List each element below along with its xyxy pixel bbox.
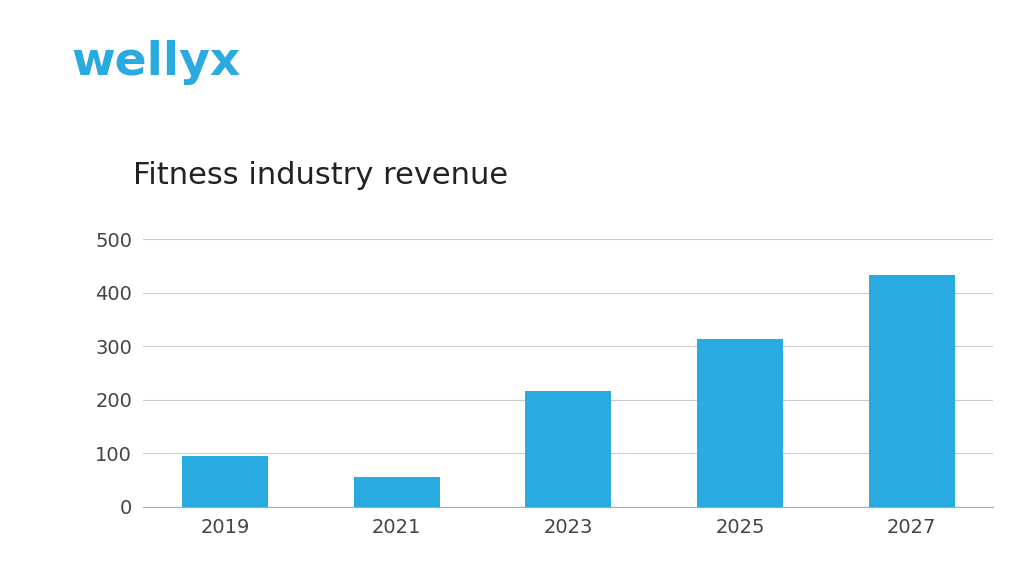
Text: wellyx: wellyx [72, 40, 241, 85]
Text: Fitness industry revenue: Fitness industry revenue [133, 161, 508, 190]
Bar [182, 456, 268, 507]
Bar [525, 391, 611, 507]
Bar [697, 339, 783, 507]
Bar [868, 275, 954, 507]
Bar [353, 478, 439, 507]
